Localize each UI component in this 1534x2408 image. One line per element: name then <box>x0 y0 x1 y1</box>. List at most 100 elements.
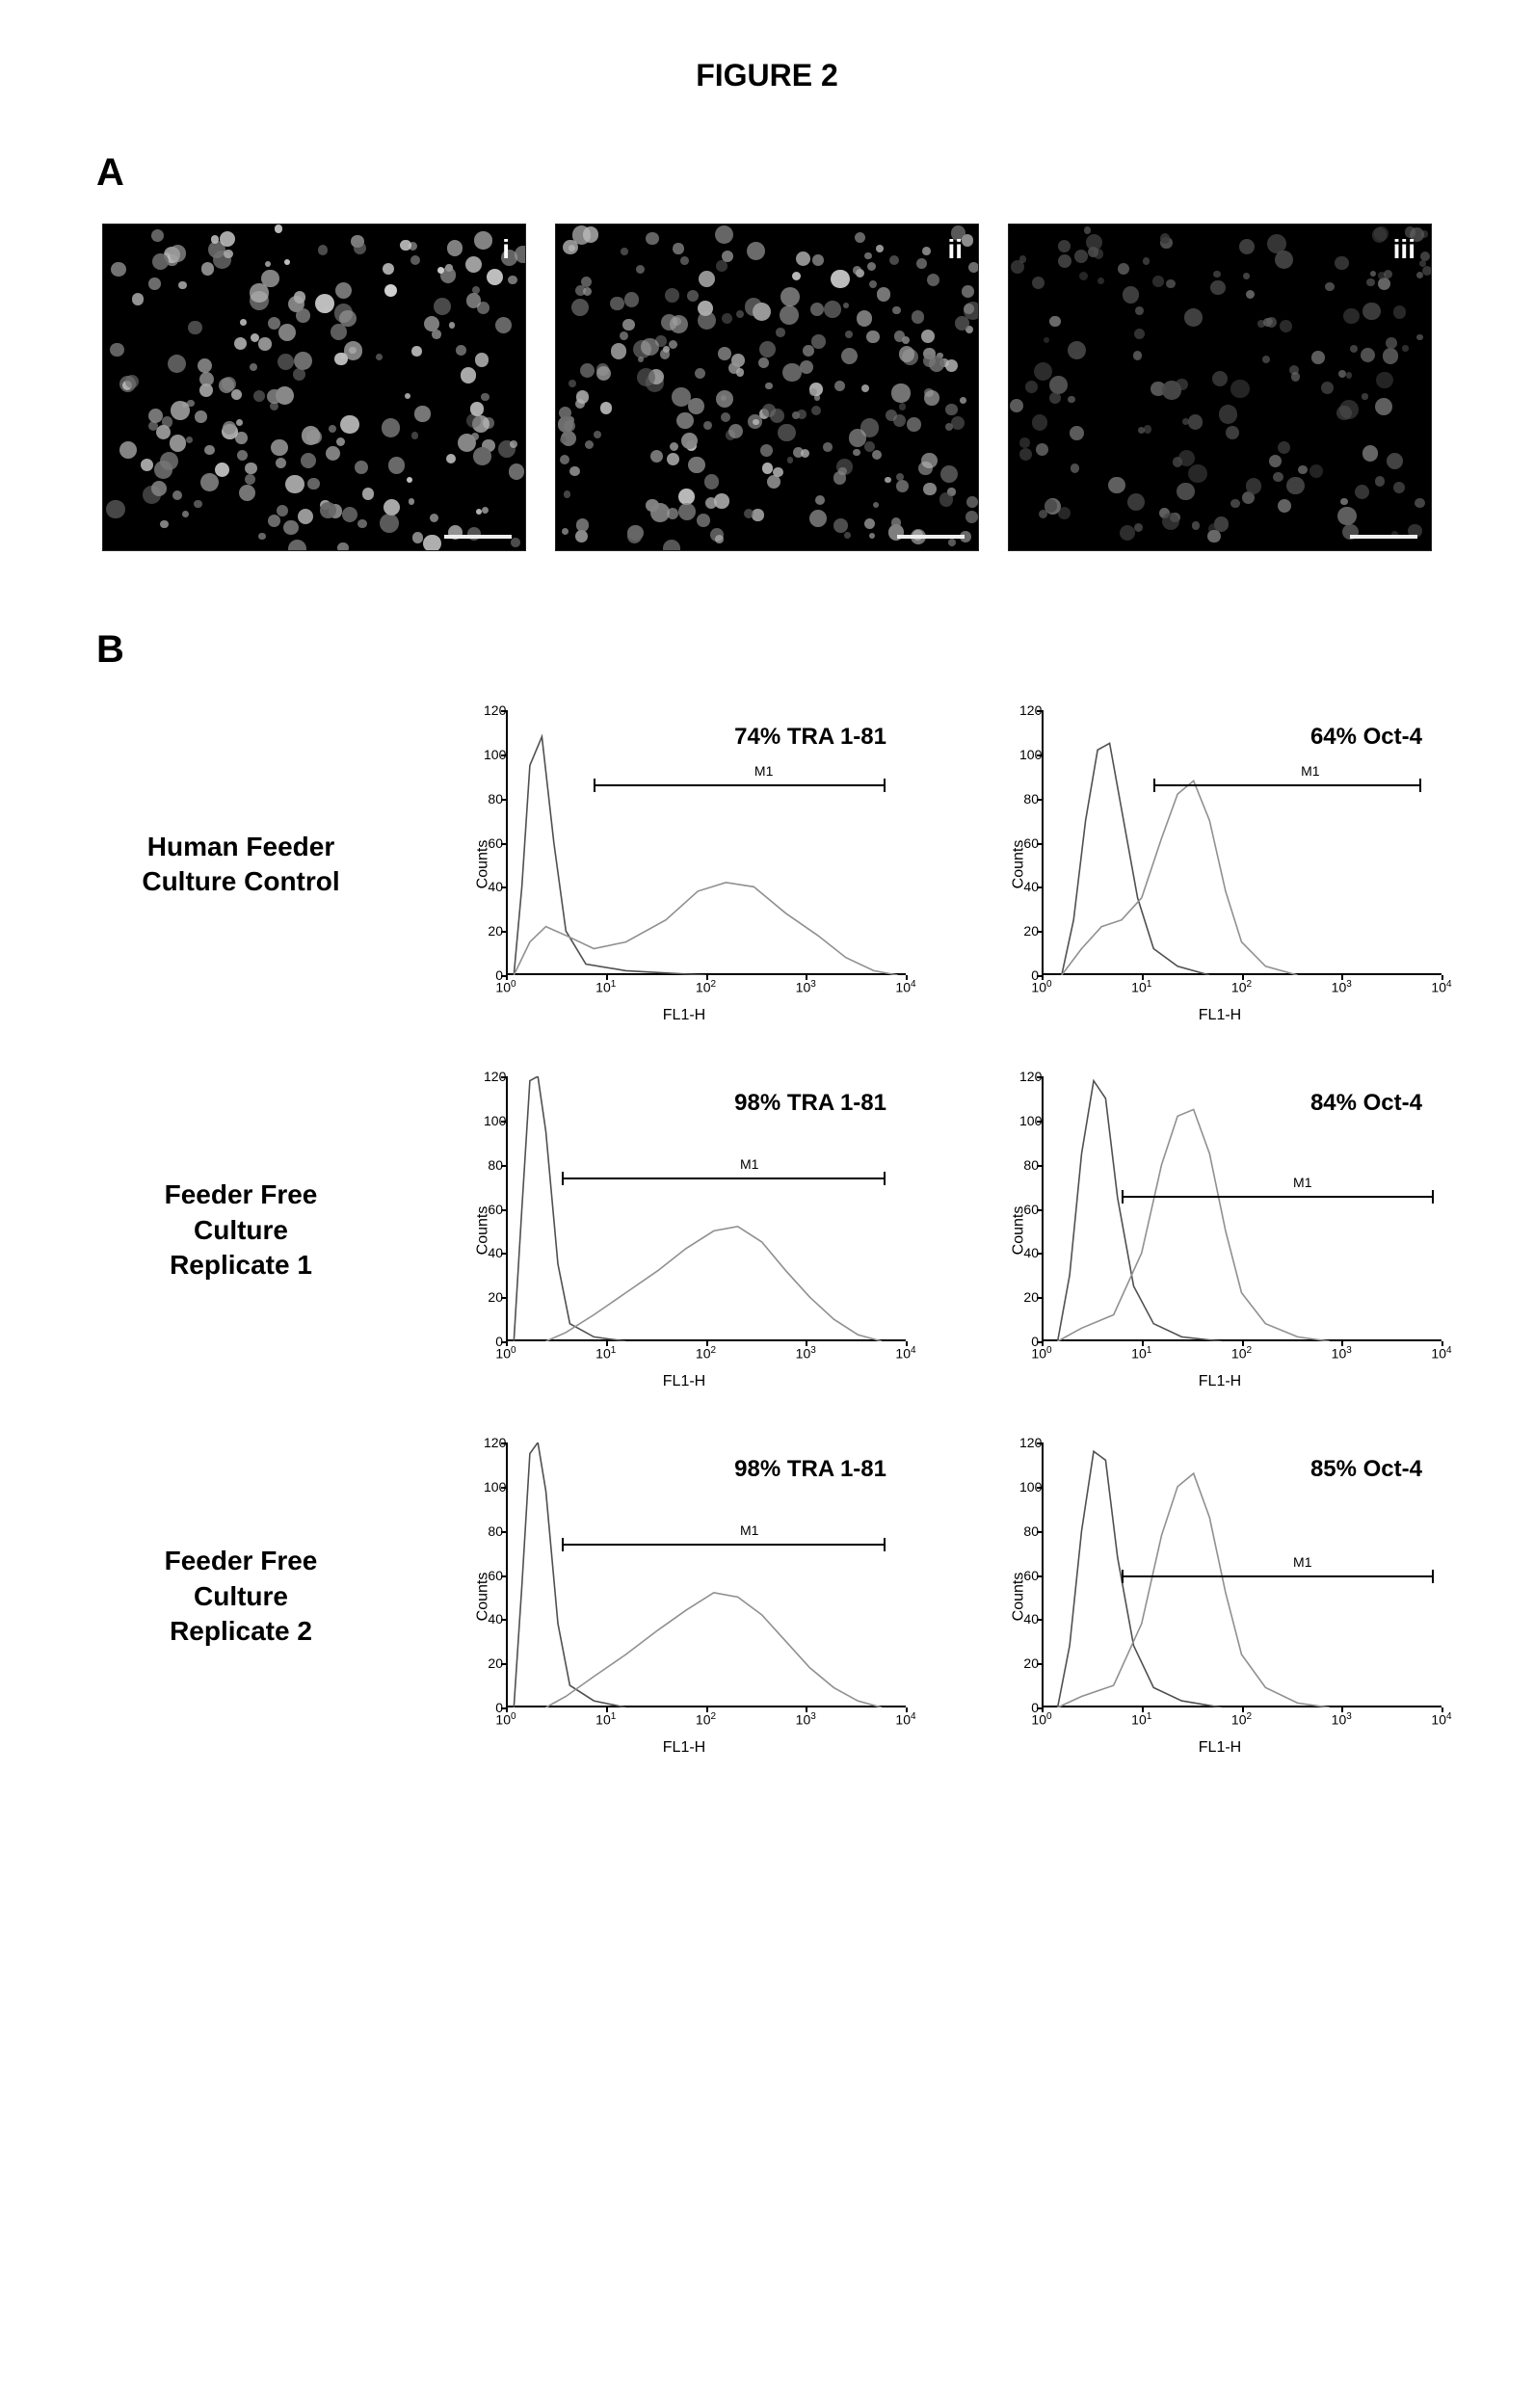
y-tick-label: 80 <box>484 1523 503 1539</box>
micrograph-tag: iii <box>1393 234 1415 265</box>
histogram-chart: 020406080100120100101102103104CountsFL1-… <box>453 701 915 1028</box>
gate-label: M1 <box>754 763 773 779</box>
y-axis-label: Counts <box>474 1206 491 1256</box>
y-tick-label: 20 <box>1019 1655 1039 1671</box>
scalebar <box>1350 535 1417 539</box>
condition-label: Feeder FreeCultureReplicate 1 <box>96 1178 385 1283</box>
y-tick-label: 80 <box>484 791 503 807</box>
y-tick-label: 120 <box>484 1069 503 1084</box>
histogram-curve <box>1058 1451 1222 1707</box>
gate-marker: M1 <box>594 784 886 786</box>
x-tick-label: 103 <box>796 1345 816 1362</box>
x-tick-label: 101 <box>595 979 616 995</box>
y-tick-label: 80 <box>1019 791 1039 807</box>
x-tick-label: 100 <box>1031 979 1051 995</box>
x-tick-label: 100 <box>495 979 516 995</box>
y-tick-label: 20 <box>1019 1289 1039 1305</box>
y-tick-label: 100 <box>484 1113 503 1128</box>
y-tick-label: 120 <box>1019 1435 1039 1450</box>
x-tick-label: 104 <box>895 1345 915 1362</box>
histogram-chart: 020406080100120100101102103104CountsFL1-… <box>989 1067 1451 1394</box>
percent-positive-label: 74% TRA 1-81 <box>734 724 886 751</box>
y-tick-label: 120 <box>484 702 503 718</box>
histogram-chart: 020406080100120100101102103104CountsFL1-… <box>989 1433 1451 1760</box>
histogram-chart: 020406080100120100101102103104CountsFL1-… <box>989 701 1451 1028</box>
figure-title: FIGURE 2 <box>77 58 1457 93</box>
x-axis-label: FL1-H <box>1199 1373 1241 1390</box>
x-tick-label: 102 <box>696 1345 716 1362</box>
x-tick-label: 100 <box>495 1711 516 1728</box>
y-axis-label: Counts <box>1010 1573 1027 1622</box>
y-tick-label: 100 <box>1019 747 1039 762</box>
histogram-curve <box>1062 781 1298 975</box>
gate-marker: M1 <box>1122 1575 1434 1577</box>
gate-label: M1 <box>740 1522 758 1538</box>
histogram-curve <box>546 1593 883 1707</box>
x-tick-label: 102 <box>1231 979 1252 995</box>
y-axis-label: Counts <box>1010 1206 1027 1256</box>
gate-label: M1 <box>1301 763 1319 779</box>
x-tick-label: 101 <box>595 1711 616 1728</box>
histogram-curve <box>1062 743 1210 975</box>
x-tick-label: 103 <box>796 1711 816 1728</box>
panel-b-label: B <box>96 628 1457 672</box>
x-tick-label: 100 <box>1031 1345 1051 1362</box>
y-tick-label: 20 <box>484 1655 503 1671</box>
micrograph-tag: ii <box>947 234 963 265</box>
y-tick-label: 100 <box>484 1479 503 1495</box>
micrograph-ii: ii <box>555 224 979 551</box>
histogram-curve <box>514 737 705 976</box>
x-axis-label: FL1-H <box>663 1007 705 1024</box>
percent-positive-label: 98% TRA 1-81 <box>734 1456 886 1483</box>
percent-positive-label: 64% Oct-4 <box>1310 724 1422 751</box>
y-tick-label: 100 <box>484 747 503 762</box>
histogram-curve <box>1058 1109 1330 1341</box>
micrograph-iii: iii <box>1008 224 1432 551</box>
percent-positive-label: 84% Oct-4 <box>1310 1090 1422 1117</box>
y-tick-label: 80 <box>484 1157 503 1173</box>
y-axis-label: Counts <box>474 1573 491 1622</box>
y-axis-label: Counts <box>474 840 491 889</box>
histogram-chart: 020406080100120100101102103104CountsFL1-… <box>453 1433 915 1760</box>
scalebar <box>897 535 965 539</box>
histogram-curve <box>514 1442 625 1707</box>
x-tick-label: 103 <box>1332 979 1352 995</box>
x-tick-label: 104 <box>895 979 915 995</box>
y-tick-label: 100 <box>1019 1479 1039 1495</box>
y-tick-label: 120 <box>484 1435 503 1450</box>
x-tick-label: 101 <box>595 1345 616 1362</box>
x-tick-label: 102 <box>1231 1711 1252 1728</box>
y-tick-label: 100 <box>1019 1113 1039 1128</box>
x-tick-label: 103 <box>1332 1345 1352 1362</box>
histogram-curve <box>514 1076 625 1341</box>
y-tick-label: 20 <box>1019 923 1039 939</box>
y-tick-label: 120 <box>1019 1069 1039 1084</box>
condition-label: Feeder FreeCultureReplicate 2 <box>96 1544 385 1649</box>
y-tick-label: 20 <box>484 1289 503 1305</box>
histogram-curve <box>514 883 897 975</box>
scalebar <box>444 535 512 539</box>
x-axis-label: FL1-H <box>663 1373 705 1390</box>
histogram-chart: 020406080100120100101102103104CountsFL1-… <box>453 1067 915 1394</box>
x-tick-label: 101 <box>1131 1345 1151 1362</box>
condition-label: Human FeederCulture Control <box>96 830 385 900</box>
gate-marker: M1 <box>562 1544 886 1546</box>
x-tick-label: 100 <box>495 1345 516 1362</box>
histogram-curve <box>546 1227 883 1341</box>
x-tick-label: 102 <box>696 1711 716 1728</box>
gate-marker: M1 <box>1122 1196 1434 1198</box>
x-tick-label: 104 <box>895 1711 915 1728</box>
x-axis-label: FL1-H <box>1199 1007 1241 1024</box>
gate-marker: M1 <box>562 1178 886 1179</box>
x-tick-label: 103 <box>796 979 816 995</box>
percent-positive-label: 98% TRA 1-81 <box>734 1090 886 1117</box>
micrograph-i: i <box>102 224 526 551</box>
gate-label: M1 <box>740 1156 758 1172</box>
x-tick-label: 103 <box>1332 1711 1352 1728</box>
x-tick-label: 104 <box>1431 979 1451 995</box>
x-axis-label: FL1-H <box>663 1739 705 1757</box>
y-tick-label: 120 <box>1019 702 1039 718</box>
y-axis-label: Counts <box>1010 840 1027 889</box>
panel-a-label: A <box>96 151 1457 195</box>
x-tick-label: 102 <box>696 979 716 995</box>
